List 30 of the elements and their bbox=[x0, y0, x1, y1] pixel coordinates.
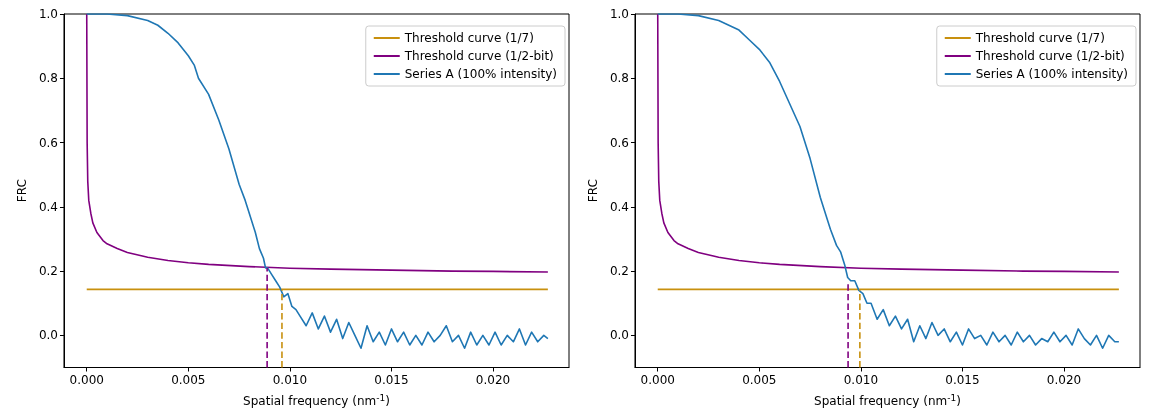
y-tick-label: 0.2 bbox=[609, 264, 629, 279]
y-axis-title: FRC bbox=[586, 179, 600, 203]
legend-label: Threshold curve (1/2-bit) bbox=[974, 49, 1125, 63]
x-tick-label: 0.020 bbox=[475, 372, 511, 387]
y-tick-label: 0.6 bbox=[609, 135, 629, 150]
legend-label: Series A (100% intensity) bbox=[404, 67, 557, 81]
y-tick-label: 0.0 bbox=[38, 328, 58, 343]
x-tick-label: 0.020 bbox=[1046, 372, 1082, 387]
legend-label: Threshold curve (1/7) bbox=[403, 31, 534, 45]
legend-label: Threshold curve (1/2-bit) bbox=[403, 49, 554, 63]
x-tick-label: 0.015 bbox=[945, 372, 980, 387]
legend-label: Threshold curve (1/7) bbox=[974, 31, 1105, 45]
y-tick-label: 1.0 bbox=[609, 7, 629, 21]
y-tick-label: 0.2 bbox=[38, 264, 58, 279]
y-tick-label: 0.6 bbox=[38, 135, 58, 150]
y-tick-label: 0.4 bbox=[609, 199, 629, 214]
x-tick-label: 0.015 bbox=[374, 372, 409, 387]
legend-label: Series A (100% intensity) bbox=[975, 67, 1128, 81]
x-tick-label: 0.010 bbox=[843, 372, 879, 387]
y-tick-label: 0.8 bbox=[609, 71, 629, 86]
y-tick-label: 0.0 bbox=[609, 328, 629, 343]
x-tick-label: 0.000 bbox=[69, 372, 104, 387]
y-axis-title: FRC bbox=[15, 179, 29, 203]
x-tick-label: 0.005 bbox=[171, 372, 206, 387]
x-tick-label: 0.005 bbox=[742, 372, 777, 387]
y-tick-label: 0.4 bbox=[38, 199, 58, 214]
x-tick-label: 0.000 bbox=[640, 372, 675, 387]
y-tick-label: 0.8 bbox=[38, 71, 58, 86]
y-tick-label: 1.0 bbox=[38, 7, 58, 21]
x-tick-label: 0.010 bbox=[272, 372, 308, 387]
